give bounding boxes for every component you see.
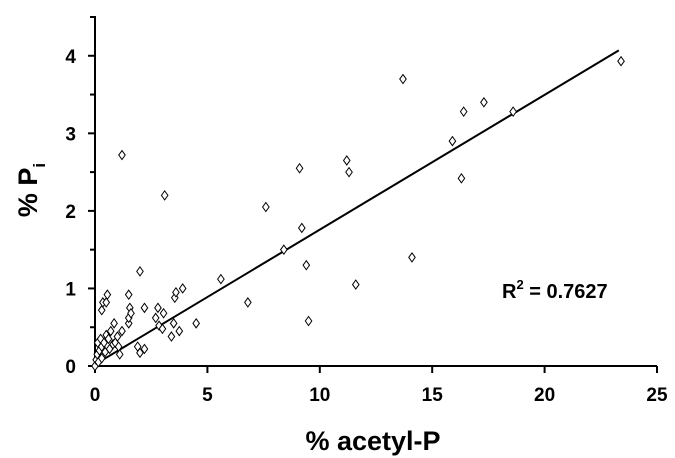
trendline	[94, 49, 620, 366]
data-point-marker	[261, 201, 270, 213]
data-point-marker	[113, 331, 122, 342]
r-squared-annotation: R2 = 0.7627	[502, 277, 608, 303]
trendline-group	[94, 49, 620, 366]
data-point-marker	[100, 337, 108, 349]
data-point-marker	[408, 252, 416, 263]
data-point-marker	[151, 312, 160, 324]
data-point-marker	[342, 155, 351, 166]
data-point-marker	[217, 273, 225, 285]
data-point-marker	[351, 279, 360, 290]
x-tick-label: 5	[202, 385, 213, 406]
data-point-marker	[106, 325, 115, 337]
data-point-marker	[124, 317, 133, 329]
data-points	[91, 55, 625, 372]
y-tick-label: 0	[65, 357, 76, 378]
data-point-marker	[244, 297, 252, 308]
data-point-marker	[509, 106, 517, 117]
r-squared-prefix: R	[502, 281, 517, 303]
y-tick-label: 3	[65, 124, 76, 145]
data-point-marker	[159, 307, 168, 319]
x-axis-title: % acetyl-P	[305, 426, 440, 456]
data-point-marker	[136, 266, 144, 277]
x-tick-label: 15	[422, 385, 444, 406]
y-axis-title-main: % P	[13, 168, 43, 218]
data-point-marker	[118, 149, 126, 161]
data-point-marker	[399, 73, 407, 85]
data-point-marker	[302, 259, 311, 271]
data-point-marker	[154, 302, 162, 314]
data-point-marker	[136, 347, 144, 359]
data-point-marker	[127, 307, 135, 319]
y-tick-label: 4	[65, 47, 76, 68]
data-point-marker	[295, 162, 304, 174]
x-tick-label: 10	[309, 385, 330, 406]
data-point-marker	[169, 317, 178, 329]
data-point-marker	[175, 325, 184, 337]
data-point-marker	[158, 323, 167, 335]
data-point-marker	[155, 320, 163, 332]
data-point-marker	[160, 190, 169, 201]
r-squared-superscript: 2	[516, 277, 523, 292]
data-point-marker	[97, 352, 106, 364]
y-tick-label: 2	[65, 202, 76, 223]
data-point-marker	[124, 289, 133, 301]
y-axis-title: % Pi	[13, 163, 49, 217]
x-tick-label: 0	[90, 385, 101, 406]
data-point-marker	[103, 289, 112, 301]
data-point-marker	[118, 325, 126, 337]
data-point-marker	[297, 222, 306, 234]
x-tick-label: 25	[646, 385, 668, 406]
data-point-marker	[104, 333, 113, 345]
tick-labels: 0 5 10 15 20 25 0 1 2 3 4	[65, 47, 668, 406]
data-point-marker	[617, 55, 625, 67]
data-point-marker	[102, 297, 111, 308]
data-point-marker	[459, 106, 468, 117]
data-point-marker	[178, 283, 187, 294]
y-tick-label: 1	[65, 279, 76, 300]
data-point-marker	[97, 304, 106, 316]
data-point-marker	[140, 302, 149, 314]
data-point-marker	[448, 135, 457, 147]
data-point-marker	[192, 317, 201, 329]
data-point-marker	[115, 349, 124, 360]
data-point-marker	[140, 343, 149, 355]
axes	[88, 16, 658, 373]
y-axis-title-subscript: i	[30, 163, 49, 168]
data-point-marker	[167, 331, 176, 342]
data-point-marker	[304, 315, 313, 327]
data-point-marker	[457, 172, 466, 184]
r-squared-value: = 0.7627	[524, 281, 608, 303]
data-point-marker	[170, 292, 179, 304]
data-point-marker	[110, 317, 118, 329]
data-point-marker	[172, 286, 180, 298]
data-point-marker	[345, 166, 353, 178]
x-tick-label: 20	[534, 385, 555, 406]
data-point-marker	[279, 244, 288, 256]
svg-text:% Pi: % Pi	[13, 163, 49, 217]
data-point-marker	[480, 96, 488, 108]
